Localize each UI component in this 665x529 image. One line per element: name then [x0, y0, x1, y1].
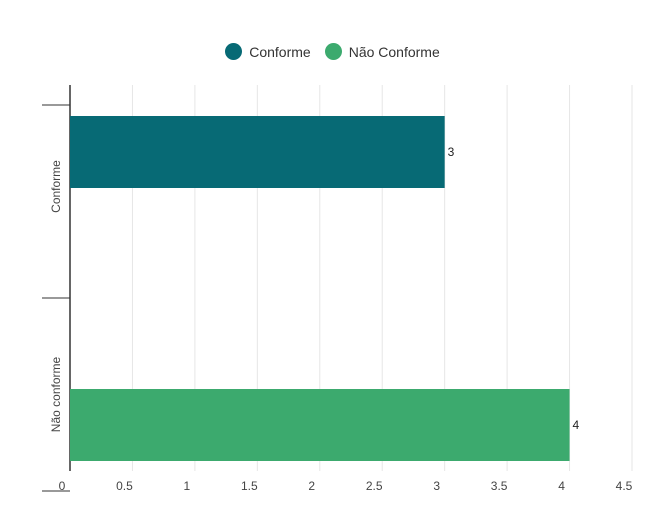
y-category-label: Conforme — [49, 160, 63, 213]
legend: Conforme Não Conforme — [0, 43, 665, 60]
x-tick-label: 2 — [308, 479, 315, 493]
x-tick-label: 0.5 — [116, 479, 133, 493]
x-tick-label: 3.5 — [491, 479, 508, 493]
bar-conforme — [70, 116, 445, 188]
legend-label-nao-conforme: Não Conforme — [348, 43, 440, 60]
x-tick-label: 3 — [433, 479, 440, 493]
legend-label-conforme: Conforme — [249, 43, 311, 60]
legend-item-nao-conforme[interactable]: Não Conforme — [324, 43, 440, 60]
x-tick-label: 4.5 — [616, 479, 633, 493]
x-tick-label: 0 — [59, 479, 66, 493]
x-tick-label: 2.5 — [366, 479, 383, 493]
legend-swatch-nao-conforme — [324, 43, 342, 60]
y-category-label: Não conforme — [49, 356, 63, 432]
data-label: 3 — [448, 145, 455, 159]
x-tick-label: 1.5 — [241, 479, 258, 493]
legend-item-conforme[interactable]: Conforme — [225, 43, 311, 60]
x-tick-label: 1 — [184, 479, 191, 493]
legend-swatch-conforme — [225, 43, 243, 60]
x-tick-label: 4 — [558, 479, 565, 493]
bar-nao-conforme — [70, 389, 570, 461]
data-label: 4 — [573, 418, 580, 432]
